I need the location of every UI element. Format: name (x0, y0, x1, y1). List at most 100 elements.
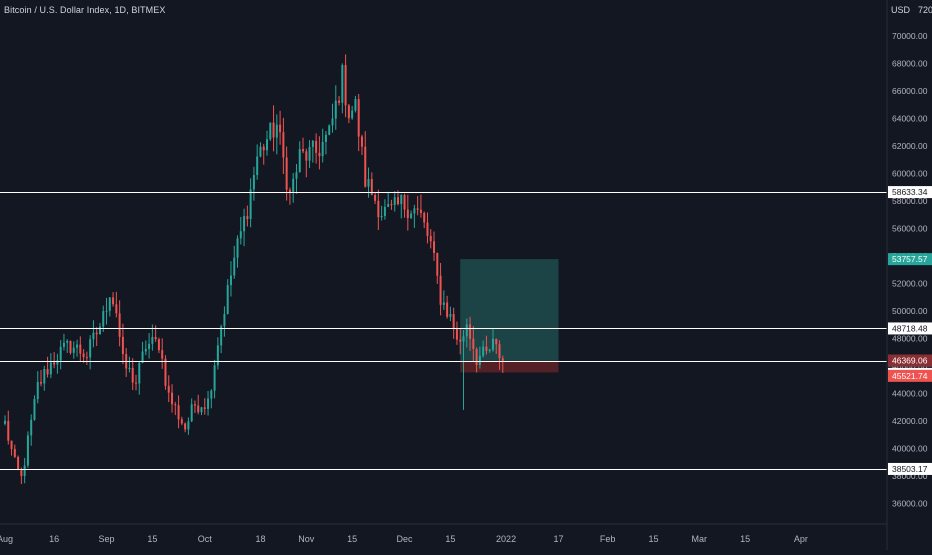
candle-body (410, 213, 413, 219)
position-profit-zone[interactable] (460, 259, 559, 361)
price-tick-label: 36000.00 (892, 498, 928, 508)
candle-body (390, 204, 393, 206)
entry-price-badge-bg (888, 354, 932, 367)
candle-body (13, 448, 16, 457)
candle-body (193, 404, 196, 406)
candle-body (266, 139, 268, 151)
candle-body (380, 215, 383, 218)
candle-body (446, 302, 449, 317)
price-tick-label: 60000.00 (892, 168, 928, 178)
hline-price-badge-bg (888, 462, 932, 475)
time-tick-label: Aug (0, 534, 13, 544)
candle-body (324, 134, 327, 142)
candle-body (292, 178, 295, 192)
time-tick-label: Sep (99, 534, 115, 544)
candle-body (354, 99, 357, 111)
candle-body (174, 404, 177, 406)
currency-label: USD 72000.00 (891, 5, 932, 15)
candle-body (197, 405, 200, 413)
candle-body (459, 339, 462, 342)
target-price-badge: 53757.57 (892, 254, 928, 264)
candle-body (344, 65, 347, 106)
candle-body (305, 151, 308, 161)
price-tick-label: 42000.00 (892, 416, 928, 426)
candle-body (262, 146, 265, 151)
candle-body (4, 420, 6, 424)
time-axis[interactable]: Aug 16 Sep 15 Oct 18 Nov 15 Dec 15 2022 17 Feb 15 Mar 1… (0, 534, 808, 544)
candle-body (439, 275, 442, 305)
candle-body (488, 349, 491, 351)
candle-body (66, 340, 69, 343)
candle-body (433, 241, 436, 253)
candle-body (108, 297, 111, 311)
hline-price-badge-bg (888, 186, 932, 199)
candle-body (210, 390, 213, 399)
hline-price-badge-bg (888, 322, 932, 335)
candle-body (491, 338, 494, 350)
candle-body (321, 141, 324, 157)
candle-body (436, 252, 439, 276)
candle-body (33, 399, 36, 420)
candle-body (184, 423, 187, 430)
candle-body (151, 337, 154, 344)
price-tick-label: 40000.00 (892, 443, 928, 453)
candle-body (92, 332, 95, 340)
candle-body (501, 358, 504, 361)
target-price-badge-bg (888, 253, 932, 266)
candle-body (387, 204, 390, 207)
candle-body (331, 118, 334, 126)
position-stop-zone[interactable] (460, 360, 559, 373)
candle-body (351, 110, 354, 119)
candle-body (164, 358, 167, 386)
time-tick-label: 16 (49, 534, 59, 544)
candle-body (53, 362, 56, 365)
candle-body (226, 285, 229, 314)
symbol-title: Bitcoin / U.S. Dollar Index, 1D, BITMEX (4, 5, 166, 15)
candle-body (187, 421, 190, 430)
candle-body (377, 200, 380, 218)
candle-body (89, 339, 92, 358)
entry-price-badge: 46369.06 (892, 356, 928, 366)
time-tick-label: Nov (298, 534, 315, 544)
position-layer (460, 259, 559, 373)
candle-body (23, 465, 26, 476)
candle-body (112, 297, 115, 305)
candle-body (469, 324, 472, 339)
candle-body (20, 468, 23, 476)
price-tick-label: 66000.00 (892, 86, 928, 96)
candle-body (334, 100, 337, 119)
hline-price-badge: 38503.17 (892, 464, 928, 474)
candle-body (115, 304, 118, 314)
candle-body (374, 195, 377, 201)
candle-body (498, 344, 501, 359)
candle-body (180, 419, 183, 424)
candle-body (315, 140, 318, 153)
candle-body (462, 336, 465, 342)
candle-body (416, 208, 419, 210)
candle-body (40, 382, 43, 384)
time-tick-label: 15 (347, 534, 357, 544)
candle-body (200, 407, 203, 413)
price-tick-label: 62000.00 (892, 141, 928, 151)
candle-body (135, 382, 137, 384)
candle-body (423, 212, 426, 223)
candle-body (249, 189, 252, 220)
candle-body (347, 105, 350, 119)
candle-body (259, 146, 262, 157)
candle-body (455, 328, 458, 340)
candle-body (318, 152, 321, 157)
candle-body (400, 194, 403, 205)
candle-body (203, 407, 206, 409)
price-tick-label: 68000.00 (892, 58, 928, 68)
price-tick-label: 64000.00 (892, 113, 928, 123)
price-axis-top-partial: 72000.00 (918, 5, 932, 15)
candle-body (393, 197, 396, 205)
candle-body (364, 146, 367, 187)
candle-body (98, 326, 101, 335)
candle-body (272, 122, 275, 138)
candle-body (482, 346, 485, 356)
price-tick-label: 70000.00 (892, 31, 928, 41)
candle-body (269, 122, 272, 140)
